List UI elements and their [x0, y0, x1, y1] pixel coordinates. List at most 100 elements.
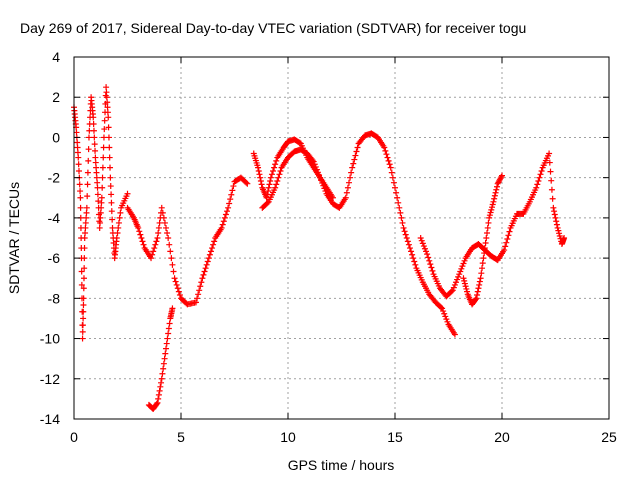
data-point	[154, 399, 161, 406]
data-point	[464, 288, 471, 295]
data-point	[442, 313, 449, 320]
data-point	[76, 181, 83, 188]
data-point	[428, 264, 435, 271]
data-point	[219, 221, 226, 228]
data-point	[124, 190, 131, 197]
data-point	[396, 204, 403, 211]
series-main_arc_1	[124, 174, 251, 308]
data-point	[107, 164, 114, 171]
data-point	[408, 248, 415, 255]
series-late_arc	[417, 150, 568, 300]
data-point	[106, 144, 113, 151]
data-point	[410, 255, 417, 262]
data-point	[267, 174, 274, 181]
data-point	[226, 200, 233, 207]
data-point	[156, 219, 163, 226]
data-point	[486, 212, 493, 219]
data-point	[482, 240, 489, 247]
data-point	[166, 320, 173, 327]
data-point	[163, 224, 170, 231]
data-point	[536, 174, 543, 181]
data-point	[381, 144, 388, 151]
data-point	[108, 191, 115, 198]
data-point	[105, 114, 112, 121]
data-point	[138, 235, 145, 241]
data-point	[313, 166, 320, 173]
data-point	[343, 189, 350, 196]
data-point	[266, 181, 273, 188]
data-point	[403, 235, 410, 241]
data-point	[314, 169, 321, 176]
data-point	[551, 208, 558, 215]
data-point	[491, 192, 498, 199]
data-point	[483, 235, 490, 241]
data-point	[98, 204, 105, 211]
data-point	[108, 199, 115, 206]
data-point	[267, 178, 274, 185]
data-point	[265, 184, 272, 191]
data-point	[395, 199, 402, 206]
data-point	[158, 204, 165, 211]
data-point	[347, 174, 354, 181]
data-point	[387, 164, 394, 171]
data-point	[312, 163, 319, 170]
data-point	[99, 174, 106, 181]
data-point	[117, 209, 124, 216]
data-point	[155, 229, 162, 236]
data-point	[115, 224, 122, 231]
data-point	[104, 99, 111, 106]
data-point	[80, 275, 87, 282]
data-point	[167, 248, 174, 255]
data-point	[85, 146, 92, 153]
data-point	[201, 268, 208, 275]
data-point	[255, 164, 262, 171]
data-point	[99, 184, 106, 191]
data-point	[506, 228, 513, 235]
data-point	[491, 195, 498, 202]
data-point	[97, 214, 104, 221]
data-point	[484, 224, 491, 231]
data-point	[401, 228, 408, 235]
data-point	[81, 255, 88, 262]
data-point	[90, 114, 97, 121]
data-point	[229, 187, 236, 194]
data-point	[546, 150, 553, 157]
data-point	[227, 196, 234, 203]
data-point	[383, 151, 390, 158]
data-point	[151, 245, 158, 252]
data-point	[492, 189, 499, 196]
data-point	[351, 156, 358, 163]
data-point	[311, 161, 318, 168]
data-point	[555, 227, 562, 234]
data-point	[103, 94, 110, 101]
y-axis-label: SDTVAR / TECUs	[6, 182, 22, 294]
data-point	[103, 84, 110, 91]
data-point	[155, 395, 162, 402]
data-point	[85, 134, 92, 141]
series-early_arcs	[71, 84, 131, 342]
data-point	[77, 188, 84, 195]
y-tick-label: -12	[40, 371, 60, 387]
data-point	[345, 179, 352, 186]
data-point	[101, 126, 108, 133]
data-point	[424, 251, 431, 258]
data-point	[490, 198, 497, 205]
data-point	[272, 161, 279, 168]
data-point	[459, 263, 466, 270]
data-point	[546, 159, 553, 166]
points-layer	[71, 84, 568, 412]
data-point	[489, 204, 496, 211]
data-point	[473, 295, 480, 302]
data-point	[203, 261, 210, 268]
data-point	[353, 148, 360, 155]
data-point	[404, 238, 411, 245]
y-tick-label: -2	[48, 170, 61, 186]
data-point	[452, 279, 459, 286]
data-point	[504, 236, 511, 243]
data-point	[228, 191, 235, 198]
data-point	[205, 255, 212, 262]
x-tick-label: 15	[387, 429, 403, 445]
data-point	[439, 305, 446, 312]
data-point	[224, 208, 231, 215]
data-point	[169, 261, 176, 268]
